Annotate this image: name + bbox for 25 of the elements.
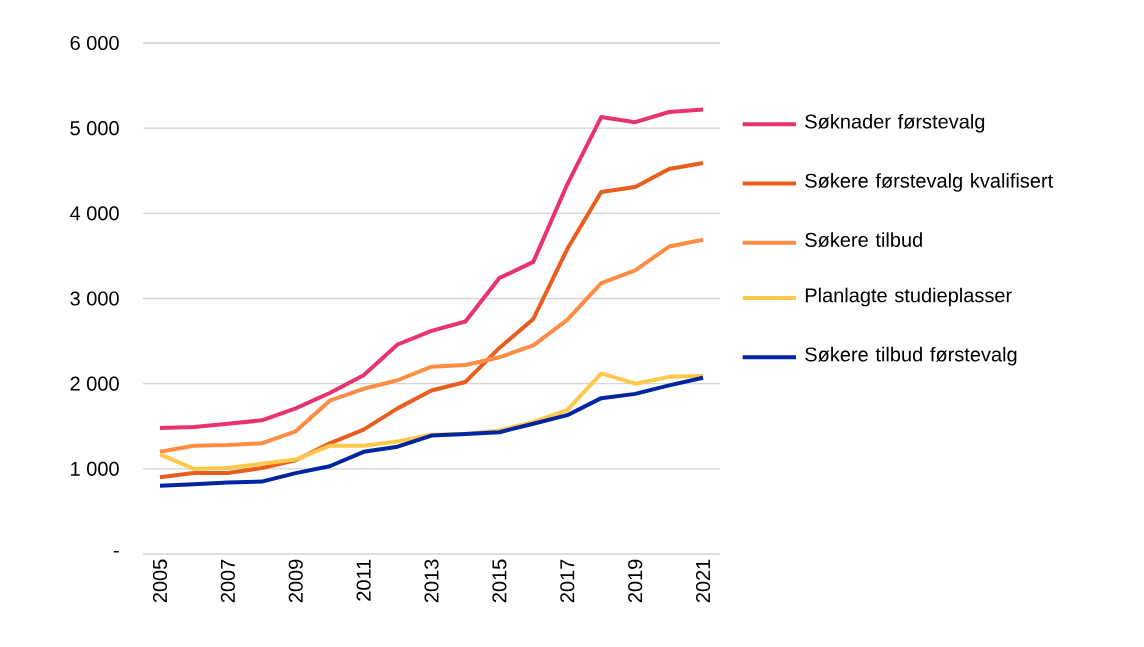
- x-tick-label: 2005: [152, 559, 168, 603]
- line-series: [157, 107, 706, 430]
- x-tick-label: 2013: [424, 559, 439, 603]
- x-tick-label: 2015: [492, 559, 507, 603]
- x-tick-label: 2019: [628, 559, 643, 603]
- legend-label: Søkere tilbud: [805, 232, 922, 248]
- y-tick-label: 6 000: [70, 35, 119, 51]
- y-tick-label: 3 000: [70, 291, 119, 306]
- y-tick-label: 1 000: [71, 461, 119, 476]
- x-tick-label: 2007: [220, 559, 235, 603]
- x-tick-label: 2011: [356, 559, 371, 601]
- y-tick-label: -: [113, 550, 119, 553]
- line-series: [157, 375, 706, 488]
- x-tick-label: 2017: [560, 559, 575, 603]
- legend-label: Søkere førstevalg kvalifisert: [805, 173, 1054, 192]
- y-tick-label: 5 000: [70, 121, 119, 136]
- y-tick-label: 2 000: [70, 376, 119, 391]
- line-series: [157, 237, 706, 454]
- legend-label: Søkere tilbud førstevalg: [805, 346, 1017, 366]
- line-series: [157, 161, 706, 480]
- legend-label: Søknader førstevalg: [805, 113, 985, 133]
- y-tick-label: 4 000: [70, 206, 119, 221]
- x-tick-label: 2009: [288, 559, 303, 603]
- legend-label: Planlagte studieplasser: [805, 287, 1012, 307]
- x-tick-label: 2021: [695, 559, 711, 603]
